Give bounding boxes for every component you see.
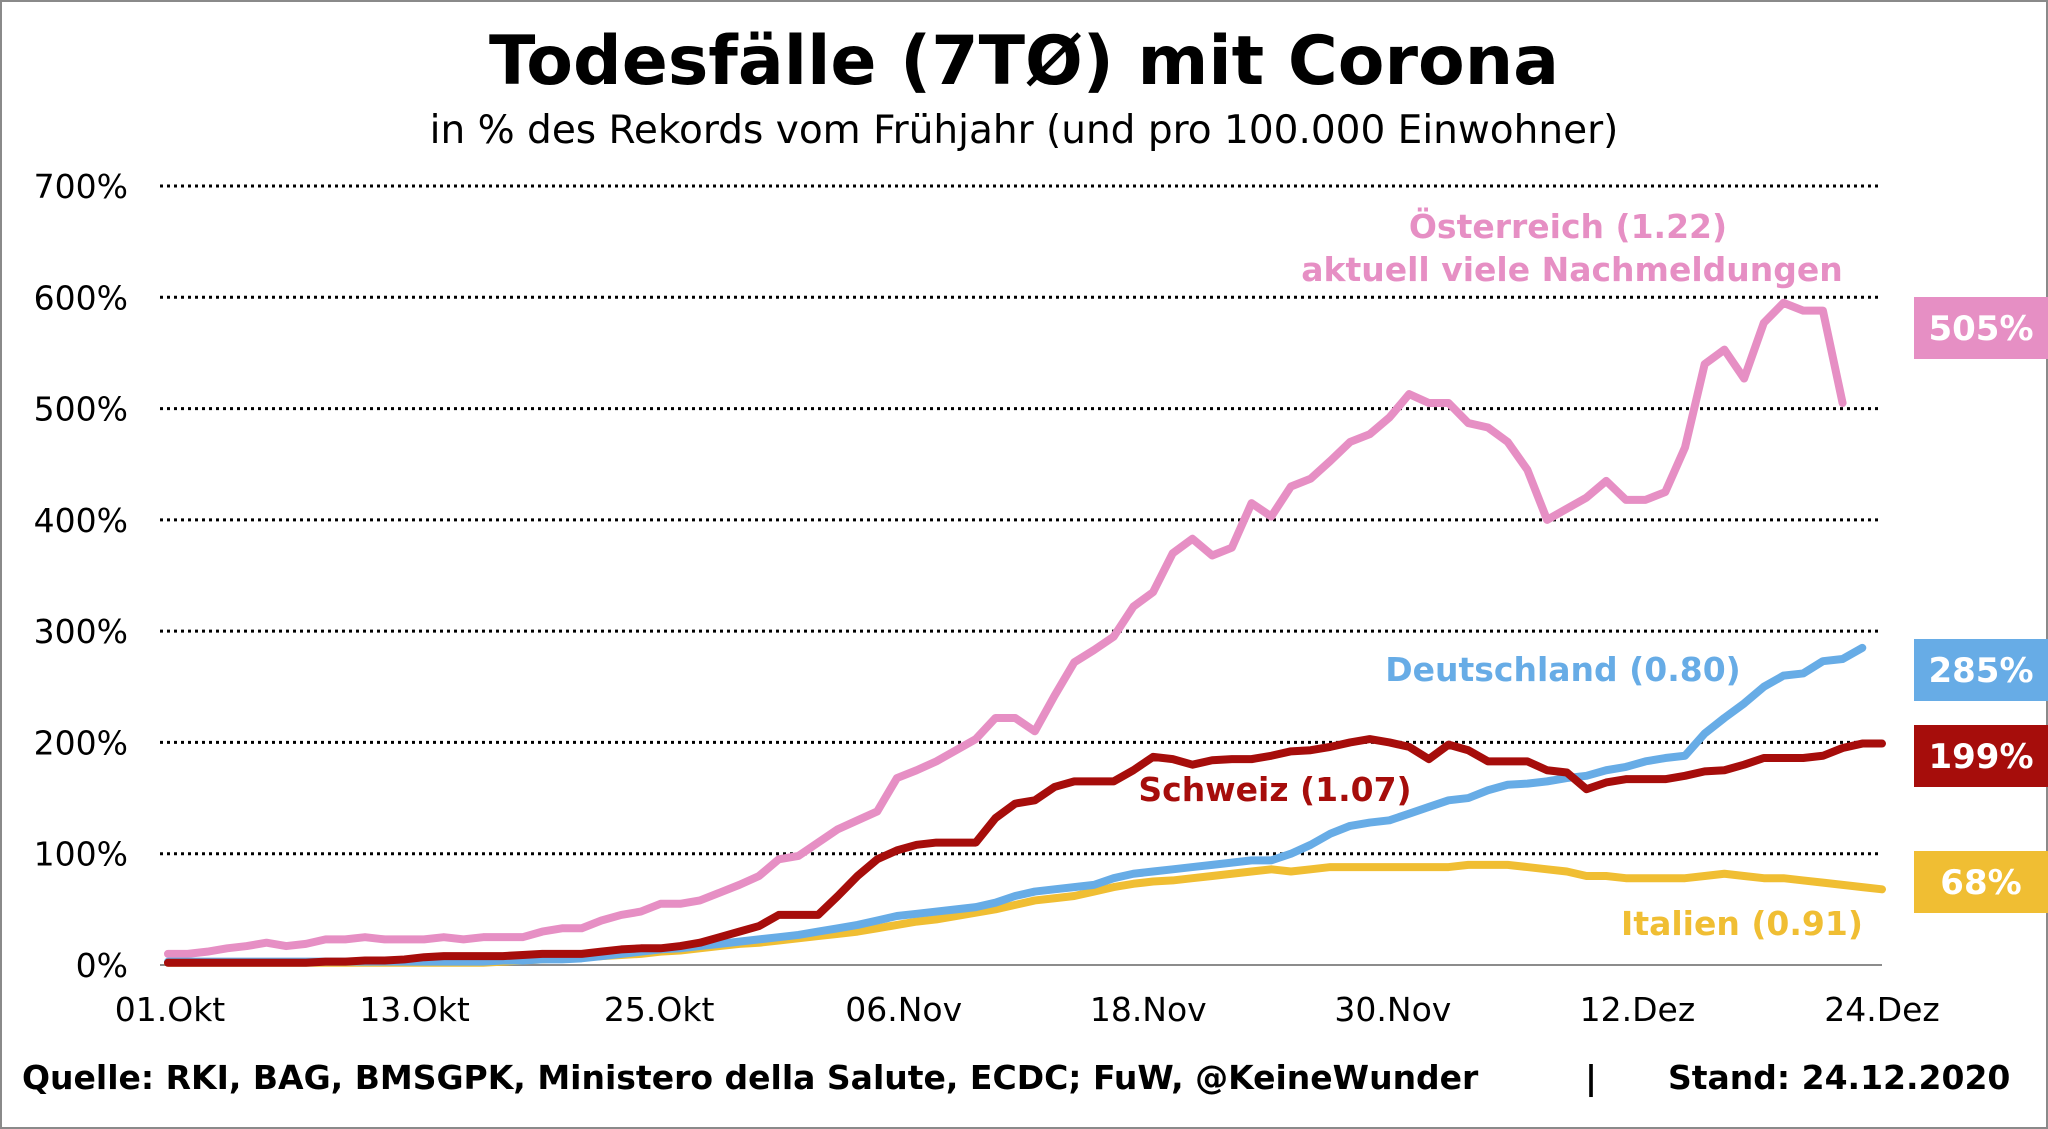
series-line-oesterreich [164,298,1847,958]
end-label-deutschland: 285% [1928,651,2033,691]
stand-date: Stand: 24.12.2020 [1668,1058,2011,1097]
end-label-box-italien [1914,851,2048,913]
x-tick-label: 12.Dez [1580,990,1696,1029]
footer-separator: | [1585,1058,1598,1097]
end-value-labels: 505% 285% 199% 68% [1914,297,2048,913]
end-label-schweiz: 199% [1928,737,2033,777]
y-tick-label: 200% [34,723,128,762]
x-axis-ticks: 01.Okt 13.Okt 25.Okt 06.Nov 18.Nov 30.Nov 12.D… [115,990,1940,1029]
chart-subtitle: in % des Rekords vom Frühjahr (und pro 1… [429,108,1619,153]
chart-title: Todesfälle (7TØ) mit Corona [488,22,1560,101]
end-label-box-oesterreich [1914,297,2048,359]
series-label-deutschland: Deutschland (0.80) [1385,650,1741,689]
y-tick-label: 100% [34,835,128,874]
y-tick-label: 400% [34,501,128,540]
end-label-italien: 68% [1940,863,2021,903]
source-note: Quelle: RKI, BAG, BMSGPK, Ministero dell… [22,1058,1479,1097]
end-label-box-schweiz [1914,725,2048,787]
series-label-italien: Italien (0.91) [1621,904,1863,943]
gridlines [160,184,1882,966]
x-tick-label: 24.Dez [1824,990,1940,1029]
x-tick-label: 06.Nov [845,990,962,1029]
series-label-oesterreich: Österreich (1.22) [1409,206,1727,246]
series-line-deutschland [164,643,1867,966]
x-tick-label: 25.Okt [604,990,715,1029]
series-line-schweiz [164,735,1886,967]
series-label-schweiz: Schweiz (1.07) [1138,770,1411,809]
series-note-oesterreich: aktuell viele Nachmeldungen [1301,250,1843,289]
end-label-box-deutschland [1914,639,2048,701]
x-tick-label: 01.Okt [115,990,226,1029]
x-tick-label: 18.Nov [1090,990,1207,1029]
end-label-oesterreich: 505% [1928,309,2033,349]
x-tick-label: 13.Okt [359,990,470,1029]
y-tick-label: 0% [76,946,128,985]
y-tick-label: 700% [34,167,128,206]
y-tick-label: 600% [34,278,128,317]
series-annotations: Österreich (1.22) aktuell viele Nachmeldu… [1138,206,1863,943]
y-axis-ticks: 0% 100% 200% 300% 400% 500% 600% 700% [34,167,128,985]
x-tick-label: 30.Nov [1334,990,1451,1029]
y-tick-label: 500% [34,390,128,429]
series-lines [164,298,1886,967]
y-tick-label: 300% [34,612,128,651]
